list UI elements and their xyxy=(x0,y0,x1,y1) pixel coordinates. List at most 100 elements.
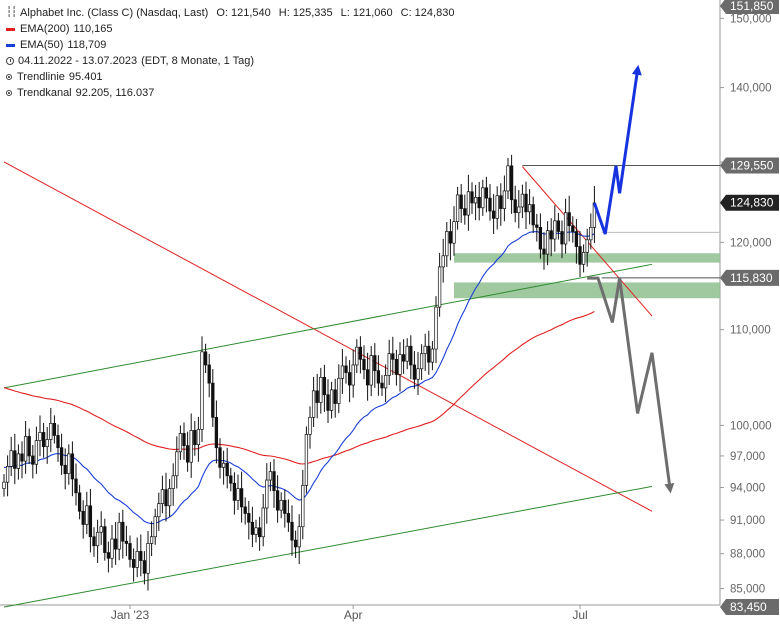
falling-trendline xyxy=(3,161,653,512)
candle xyxy=(185,431,190,472)
candle xyxy=(200,336,204,443)
price-label-text: 129,550 xyxy=(730,158,774,172)
instrument-title: Alphabet Inc. (Class C) (Nasdaq, Last) xyxy=(20,7,209,19)
candle-body-up xyxy=(355,346,359,366)
candle-body-down xyxy=(142,560,147,574)
candle xyxy=(322,364,327,412)
ema50-label: EMA(50) xyxy=(20,39,64,51)
candle-body-down xyxy=(574,231,579,247)
candle xyxy=(391,336,395,376)
candle xyxy=(189,413,193,478)
candle-body-down xyxy=(376,370,381,384)
candle-body-up xyxy=(200,351,204,430)
candle-body-down xyxy=(74,478,78,494)
candle-body-down xyxy=(27,436,31,457)
candle xyxy=(463,194,467,225)
y-tick-label: 91,000 xyxy=(730,515,765,527)
candle xyxy=(571,216,575,243)
candle-body-up xyxy=(520,193,525,208)
legend-channel-row[interactable]: Trendkanal 92.205, 116.037 xyxy=(6,85,454,101)
candle xyxy=(124,525,129,557)
candle-body-up xyxy=(67,453,71,475)
candle-body-down xyxy=(535,224,539,228)
candle-body-down xyxy=(31,455,35,465)
candle-body-up xyxy=(387,353,391,376)
candle-body-down xyxy=(491,210,496,219)
candle-body-down xyxy=(131,559,136,568)
candle-body-up xyxy=(455,194,460,222)
bearish-scenario-arrow xyxy=(587,276,675,494)
candle-body-down xyxy=(92,536,96,547)
candle xyxy=(401,339,406,374)
candle-body-up xyxy=(383,375,388,389)
candle xyxy=(448,219,453,261)
candle-body-up xyxy=(2,481,6,489)
candle xyxy=(31,444,35,479)
price-label-box xyxy=(720,157,779,174)
candle-body-down xyxy=(286,513,291,523)
candle xyxy=(164,472,168,522)
ema200-line xyxy=(3,311,595,465)
candle-body-down xyxy=(20,453,24,462)
candle-body-up xyxy=(553,220,557,240)
candle xyxy=(149,521,154,557)
price-axis[interactable]: 85,000 88,000 91,000 94,000 97,000 100,000 110… xyxy=(720,0,779,615)
candle xyxy=(214,400,219,464)
candle xyxy=(207,353,211,398)
legend-ema50-row[interactable]: EMA(50) 118,709 xyxy=(6,37,454,53)
candle-body-down xyxy=(290,521,294,541)
candle-body-down xyxy=(128,543,132,560)
candle-body-up xyxy=(398,354,402,375)
candle xyxy=(88,488,93,553)
candle xyxy=(77,484,82,520)
channel-upper-line xyxy=(3,263,653,389)
candle xyxy=(405,338,409,370)
legend-title-row: ┆┆ Alphabet Inc. (Class C) (Nasdaq, Last… xyxy=(6,5,454,21)
grid xyxy=(0,0,721,606)
date-range: 04.11.2022 - 13.07.2023 xyxy=(18,55,138,67)
candle xyxy=(139,534,143,577)
y-tick-label: 100,000 xyxy=(730,420,772,432)
candle xyxy=(560,220,564,259)
candle-body-up xyxy=(265,479,269,509)
candle xyxy=(484,176,489,213)
candle xyxy=(409,335,413,380)
candle-body-down xyxy=(229,475,233,484)
ema200-label: EMA(200) xyxy=(20,23,70,35)
candle-body-down xyxy=(347,372,352,386)
candle xyxy=(545,221,550,266)
ema200-swatch xyxy=(6,27,15,31)
candle-body-down xyxy=(103,526,107,553)
candle-body-up xyxy=(221,462,226,468)
price-label: 124,830 xyxy=(720,194,779,211)
candle-body-down xyxy=(232,482,237,501)
candle-body-down xyxy=(322,376,327,396)
candle xyxy=(81,500,85,539)
candle xyxy=(333,378,337,418)
candle xyxy=(297,514,301,565)
candle xyxy=(517,190,521,229)
candle xyxy=(23,421,28,474)
candle-body-down xyxy=(362,358,366,371)
candle-body-up xyxy=(236,488,240,501)
candle xyxy=(488,184,492,221)
candle-body-down xyxy=(531,204,535,226)
candle xyxy=(340,348,345,394)
legend-trendline-row[interactable]: Trendlinie 95.401 xyxy=(6,69,454,85)
candle xyxy=(311,376,316,427)
candle xyxy=(16,444,21,480)
x-tick-label: Apr xyxy=(344,608,363,622)
price-label-box xyxy=(720,0,779,14)
candle xyxy=(459,183,463,223)
legend-ema200-row[interactable]: EMA(200) 110,165 xyxy=(6,21,454,37)
candle xyxy=(236,474,240,510)
candle xyxy=(131,548,136,582)
candle-body-down xyxy=(63,464,67,475)
candle xyxy=(13,433,17,485)
candle xyxy=(45,427,49,464)
candle xyxy=(337,364,341,414)
candle-body-down xyxy=(513,199,517,214)
candle xyxy=(553,205,557,252)
candle xyxy=(513,185,517,223)
